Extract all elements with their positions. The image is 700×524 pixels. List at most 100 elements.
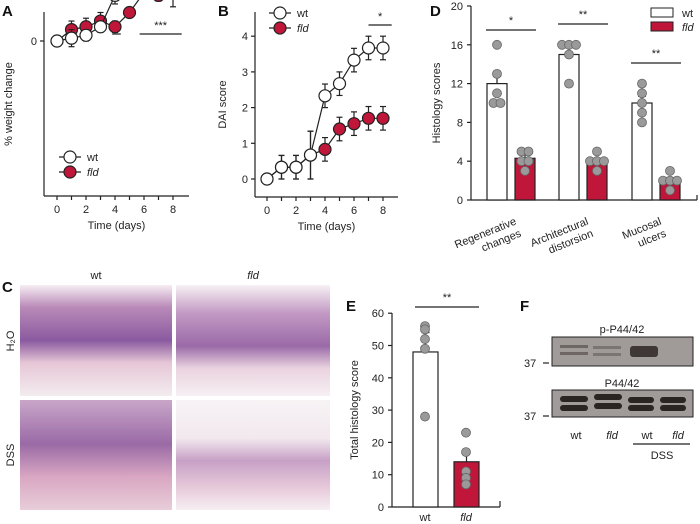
y-tick-label: 30	[372, 405, 384, 417]
histology-row-h2o: H₂O	[5, 330, 17, 351]
y-tick-label: 16	[451, 40, 463, 52]
data-point-fld	[318, 142, 332, 156]
data-dot	[637, 107, 647, 118]
blot-top	[551, 336, 694, 367]
y-axis-label: Histology scores	[431, 62, 443, 143]
y-tick-label: 4	[242, 31, 248, 43]
data-point-wt	[79, 28, 93, 42]
band	[560, 345, 588, 348]
x-tick-label: 0	[264, 205, 270, 217]
data-dot	[637, 117, 647, 128]
data-dot	[592, 146, 602, 157]
data-point-wt	[318, 89, 332, 103]
bar-wt	[412, 351, 439, 508]
data-point-wt	[289, 160, 303, 174]
y-axis-label: DAI score	[217, 80, 229, 128]
bar-group	[557, 39, 609, 201]
data-dot	[492, 39, 502, 50]
panel-label-f: F	[520, 298, 529, 315]
bar-group	[631, 78, 682, 201]
y-tick-label: 50	[372, 341, 384, 353]
band	[628, 397, 654, 403]
blot-bottom	[551, 389, 694, 418]
panel-label-c: C	[2, 279, 13, 296]
data-dot	[637, 98, 647, 108]
data-point-fld	[153, 0, 164, 2]
category-label: Architecturaldistorsion	[529, 216, 595, 262]
y-tick-label: -8	[27, 0, 37, 2]
y-axis-label: % weight change	[3, 62, 15, 146]
data-point-fld	[361, 111, 376, 125]
legend-swatch-fld	[650, 21, 674, 32]
bar-wt	[558, 53, 580, 201]
data-dot	[461, 479, 471, 490]
lane-label: fld	[606, 430, 619, 442]
y-tick-label: 20	[372, 437, 384, 449]
data-point-fld	[376, 111, 390, 125]
legend-label-fld: fld	[682, 22, 695, 34]
data-dot	[592, 165, 602, 176]
y-tick-label: 10	[372, 470, 384, 482]
data-point-wt	[64, 31, 79, 45]
histology-wt-dss	[20, 400, 172, 510]
data-dot	[420, 411, 430, 422]
data-point-fld	[122, 5, 137, 20]
legend-marker-fld	[273, 21, 287, 35]
histology-panel: wt fld H₂O DSS	[5, 270, 330, 510]
y-tick-label: 20	[451, 1, 463, 13]
data-point-wt	[50, 34, 64, 48]
histology-fld-h2o	[176, 285, 330, 396]
data-point-fld	[332, 122, 347, 136]
panel-label-e: E	[346, 298, 356, 315]
legend-marker-wt	[63, 150, 77, 164]
data-dot	[520, 165, 530, 176]
y-tick-label: 4	[457, 156, 463, 168]
western-blot: p-P44/42 37 P44/42 37 wt fld wt fld DSS	[524, 324, 694, 462]
dss-label: DSS	[651, 450, 674, 462]
y-tick-label: 1	[242, 138, 248, 150]
blot-top-label: p-P44/42	[600, 324, 645, 336]
x-tick-label: 2	[293, 205, 299, 217]
data-point-wt	[274, 160, 289, 174]
data-point-fld	[108, 20, 122, 34]
y-tick-label: 0	[457, 195, 463, 207]
x-tick-label: 6	[351, 205, 357, 217]
data-dot	[672, 175, 682, 186]
histology-wt-h2o	[20, 285, 172, 396]
x-tick-label: fld	[460, 512, 473, 524]
y-tick-label: 3	[242, 67, 248, 79]
y-axis-label: Total histology score	[349, 360, 361, 460]
data-dot	[571, 39, 581, 50]
data-dot	[599, 156, 609, 167]
legend-marker-fld	[63, 165, 77, 179]
data-dot	[665, 185, 675, 196]
band	[630, 346, 658, 357]
data-point-wt	[303, 148, 318, 162]
panel-label-d: D	[430, 3, 441, 20]
legend-label-wt: wt	[681, 8, 693, 20]
x-tick-label: 8	[380, 205, 386, 217]
histology-row-dss: DSS	[5, 444, 17, 467]
significance-stars: **	[579, 9, 588, 21]
x-tick-label: 2	[83, 204, 89, 216]
band	[560, 352, 588, 355]
data-dot	[461, 447, 471, 457]
data-point-wt	[347, 53, 361, 67]
significance-stars: **	[652, 48, 661, 60]
y-tick-label: 60	[372, 308, 384, 320]
x-tick-label: wt	[419, 512, 431, 524]
data-dot	[492, 88, 502, 99]
lane-label: wt	[570, 430, 582, 442]
data-dot	[492, 69, 502, 79]
data-dot	[461, 427, 471, 438]
category-label: Regenerativechanges	[453, 215, 523, 263]
histology-col-wt: wt	[90, 270, 102, 282]
y-tick-label: 2	[242, 103, 248, 115]
series-wt	[50, 0, 120, 48]
significance-stars: *	[378, 11, 383, 23]
data-point-wt	[260, 172, 274, 186]
y-tick-label: 8	[457, 117, 463, 129]
data-dot	[523, 156, 534, 167]
legend-marker-wt	[273, 6, 287, 20]
